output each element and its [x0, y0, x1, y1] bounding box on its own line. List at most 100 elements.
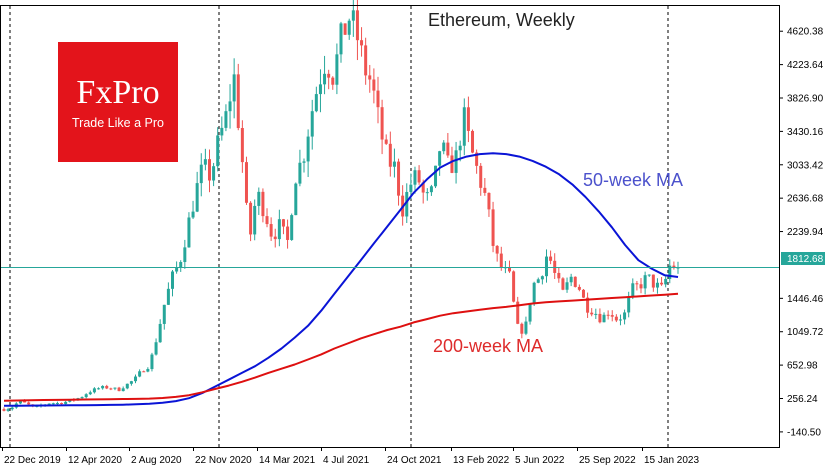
- candle-down: [672, 265, 676, 268]
- candle-down: [471, 130, 475, 153]
- candle-up: [166, 288, 170, 305]
- candle-up: [195, 183, 199, 212]
- candle-down: [364, 45, 368, 76]
- candle-up: [458, 145, 462, 151]
- candle-up: [179, 262, 183, 268]
- candle-down: [508, 267, 511, 272]
- chart-title: Ethereum, Weekly: [428, 10, 575, 30]
- x-axis: 22 Dec 2019 12 Apr 2020 2 Aug 2020 22 Nov 2…: [2, 447, 699, 466]
- candle-up: [47, 403, 51, 405]
- candle-down: [249, 202, 253, 235]
- candle-up: [298, 162, 302, 184]
- candle-up: [524, 321, 528, 334]
- candle-down: [207, 159, 211, 181]
- current-price-label: 1812.68: [787, 254, 824, 265]
- x-tick-label: 2 Aug 2020: [131, 455, 182, 466]
- candle-down: [450, 155, 454, 173]
- candle-down: [520, 323, 524, 334]
- candle-down: [23, 400, 27, 403]
- candle-down: [273, 236, 277, 240]
- candle-up: [199, 164, 203, 184]
- candle-up: [232, 74, 236, 102]
- candle-down: [2, 409, 6, 411]
- candle-down: [105, 385, 109, 389]
- candle-down: [372, 79, 376, 91]
- candle-up: [294, 183, 298, 216]
- candle-down: [573, 276, 577, 287]
- candle-down: [397, 161, 401, 196]
- candle-down: [499, 253, 503, 268]
- candle-up: [631, 283, 635, 298]
- candle-up: [462, 107, 466, 146]
- y-tick-label: 256.24: [787, 394, 818, 405]
- candle-down: [27, 402, 31, 405]
- candle-up: [183, 247, 187, 263]
- candle-down: [651, 274, 655, 288]
- ma200-label: 200-week MA: [433, 336, 543, 356]
- candle-up: [101, 385, 105, 389]
- logo-brand-name: FxPro: [76, 74, 160, 111]
- candle-down: [261, 191, 265, 217]
- period-separators: [9, 6, 669, 447]
- y-tick-label: 3033.42: [787, 160, 824, 171]
- y-tick-label: 2636.68: [787, 194, 824, 205]
- candle-up: [536, 279, 540, 283]
- candle-down: [512, 271, 516, 302]
- candle-up: [623, 312, 627, 320]
- candle-up: [253, 205, 257, 235]
- candle-down: [446, 142, 450, 156]
- fxpro-logo: FxPro Trade Like a Pro: [58, 42, 178, 162]
- y-tick-label: 4620.38: [787, 27, 824, 38]
- candle-up: [146, 369, 150, 372]
- candle-up: [97, 388, 101, 390]
- candle-up: [438, 151, 442, 166]
- candle-down: [327, 73, 331, 78]
- candle-down: [380, 107, 384, 140]
- candle-down: [581, 289, 585, 298]
- candle-down: [614, 316, 618, 321]
- candle-down: [60, 403, 64, 405]
- plot-frame: [0, 5, 780, 448]
- candle-up: [216, 135, 220, 167]
- y-tick-label: -140.50: [787, 427, 821, 438]
- candle-up: [6, 409, 10, 411]
- candle-down: [639, 284, 643, 289]
- candle-down: [142, 371, 146, 373]
- candle-up: [528, 303, 532, 322]
- candle-up: [618, 319, 622, 321]
- candle-up: [80, 397, 84, 399]
- candle-down: [635, 283, 639, 285]
- candle-up: [306, 136, 310, 162]
- candle-down: [417, 170, 421, 183]
- candlesticks: [2, 0, 680, 412]
- candle-down: [265, 216, 269, 225]
- candle-up: [212, 166, 216, 181]
- candle-up: [162, 304, 166, 324]
- x-tick-label: 13 Feb 2022: [453, 455, 510, 466]
- candle-down: [475, 152, 479, 166]
- candle-up: [392, 161, 396, 167]
- candle-down: [598, 313, 602, 323]
- candle-up: [121, 388, 125, 392]
- candle-down: [487, 192, 491, 210]
- candle-down: [483, 187, 487, 193]
- candle-down: [117, 387, 121, 392]
- candle-down: [269, 224, 273, 237]
- candle-down: [281, 219, 285, 227]
- candle-up: [88, 392, 92, 395]
- candle-up: [668, 265, 672, 279]
- candle-up: [339, 23, 343, 55]
- x-tick-label: 14 Mar 2021: [259, 455, 316, 466]
- candle-up: [175, 267, 179, 272]
- candle-up: [10, 407, 14, 410]
- candle-up: [532, 282, 536, 304]
- candle-up: [191, 211, 195, 218]
- moving-average-lines: [3, 152, 679, 407]
- candle-down: [516, 301, 520, 324]
- candle-down: [491, 209, 495, 246]
- candle-up: [51, 403, 55, 405]
- candle-up: [351, 10, 355, 21]
- candle-down: [557, 272, 561, 279]
- y-tick-label: 4223.64: [787, 60, 824, 71]
